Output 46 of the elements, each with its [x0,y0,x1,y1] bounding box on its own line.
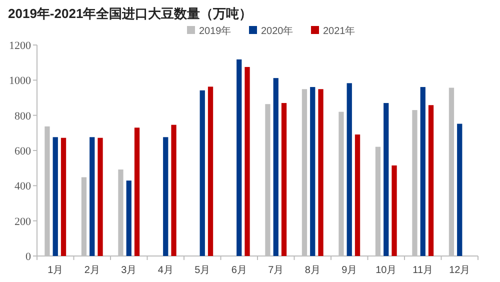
x-tick-label: 11月 [412,265,434,276]
bar [392,165,397,256]
bar [346,83,352,256]
x-tick-label: 8月 [304,265,320,276]
bar [384,103,389,256]
bar [244,66,250,256]
y-tick-label: 1200 [9,40,32,52]
bar [318,89,324,256]
y-tick-label: 1000 [9,75,32,88]
bar [134,128,140,256]
bar [126,180,132,256]
chart-title: 2019年-2021年全国进口大豆数量（万吨） [8,6,252,21]
y-tick-label: 0 [26,251,32,263]
legend-label: 2019年 [199,25,232,37]
bar [200,90,205,256]
x-tick-label: 6月 [231,265,247,276]
x-tick-label: 12月 [449,265,470,276]
bar [163,137,168,256]
x-tick-label: 1月 [48,265,64,276]
bar [98,138,103,256]
y-tick-label: 600 [14,146,32,158]
legend-label: 2020年 [261,25,294,37]
bar [457,124,462,256]
legend-label: 2021年 [323,25,356,37]
x-tick-label: 10月 [376,265,397,276]
x-tick-label: 9月 [342,265,358,276]
bar [354,134,360,256]
y-tick-label: 400 [14,180,32,193]
y-tick-label: 200 [14,216,32,228]
x-tick-label: 4月 [158,265,174,276]
bar [281,103,287,256]
bar [428,105,434,256]
y-tick-label: 800 [14,110,32,122]
bar [90,137,95,256]
x-tick-label: 3月 [121,265,137,276]
x-tick-label: 5月 [194,265,210,276]
x-tick-label: 7月 [268,265,284,276]
bar [52,137,58,256]
bar [420,87,426,256]
bar [171,124,176,256]
bar [208,86,214,256]
bar [310,87,316,256]
bar [236,59,242,256]
x-tick-label: 2月 [84,265,100,276]
bar [273,78,278,256]
bar [60,138,66,256]
